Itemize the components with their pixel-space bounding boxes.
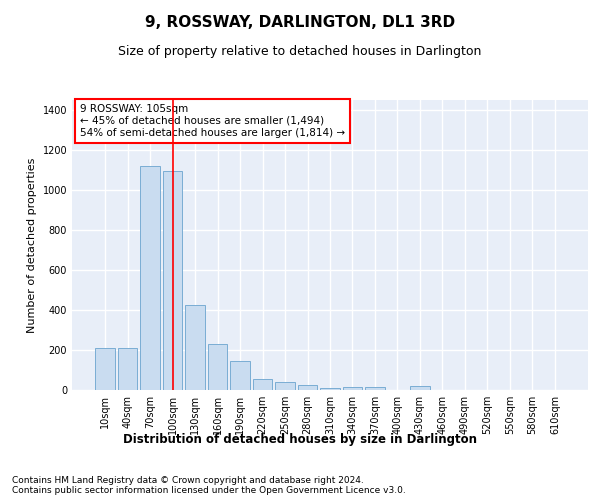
- Bar: [118, 348, 137, 390]
- Bar: [343, 387, 362, 390]
- Bar: [208, 344, 227, 390]
- Bar: [320, 388, 340, 390]
- Bar: [185, 305, 205, 390]
- Bar: [253, 378, 272, 390]
- Bar: [163, 171, 182, 390]
- Bar: [275, 382, 295, 390]
- Text: Size of property relative to detached houses in Darlington: Size of property relative to detached ho…: [118, 45, 482, 58]
- Bar: [140, 166, 160, 390]
- Text: Distribution of detached houses by size in Darlington: Distribution of detached houses by size …: [123, 432, 477, 446]
- Bar: [298, 385, 317, 390]
- Bar: [365, 387, 385, 390]
- Bar: [95, 348, 115, 390]
- Text: 9, ROSSWAY, DARLINGTON, DL1 3RD: 9, ROSSWAY, DARLINGTON, DL1 3RD: [145, 15, 455, 30]
- Bar: [410, 386, 430, 390]
- Text: Contains HM Land Registry data © Crown copyright and database right 2024.
Contai: Contains HM Land Registry data © Crown c…: [12, 476, 406, 495]
- Y-axis label: Number of detached properties: Number of detached properties: [27, 158, 37, 332]
- Text: 9 ROSSWAY: 105sqm
← 45% of detached houses are smaller (1,494)
54% of semi-detac: 9 ROSSWAY: 105sqm ← 45% of detached hous…: [80, 104, 345, 138]
- Bar: [230, 361, 250, 390]
